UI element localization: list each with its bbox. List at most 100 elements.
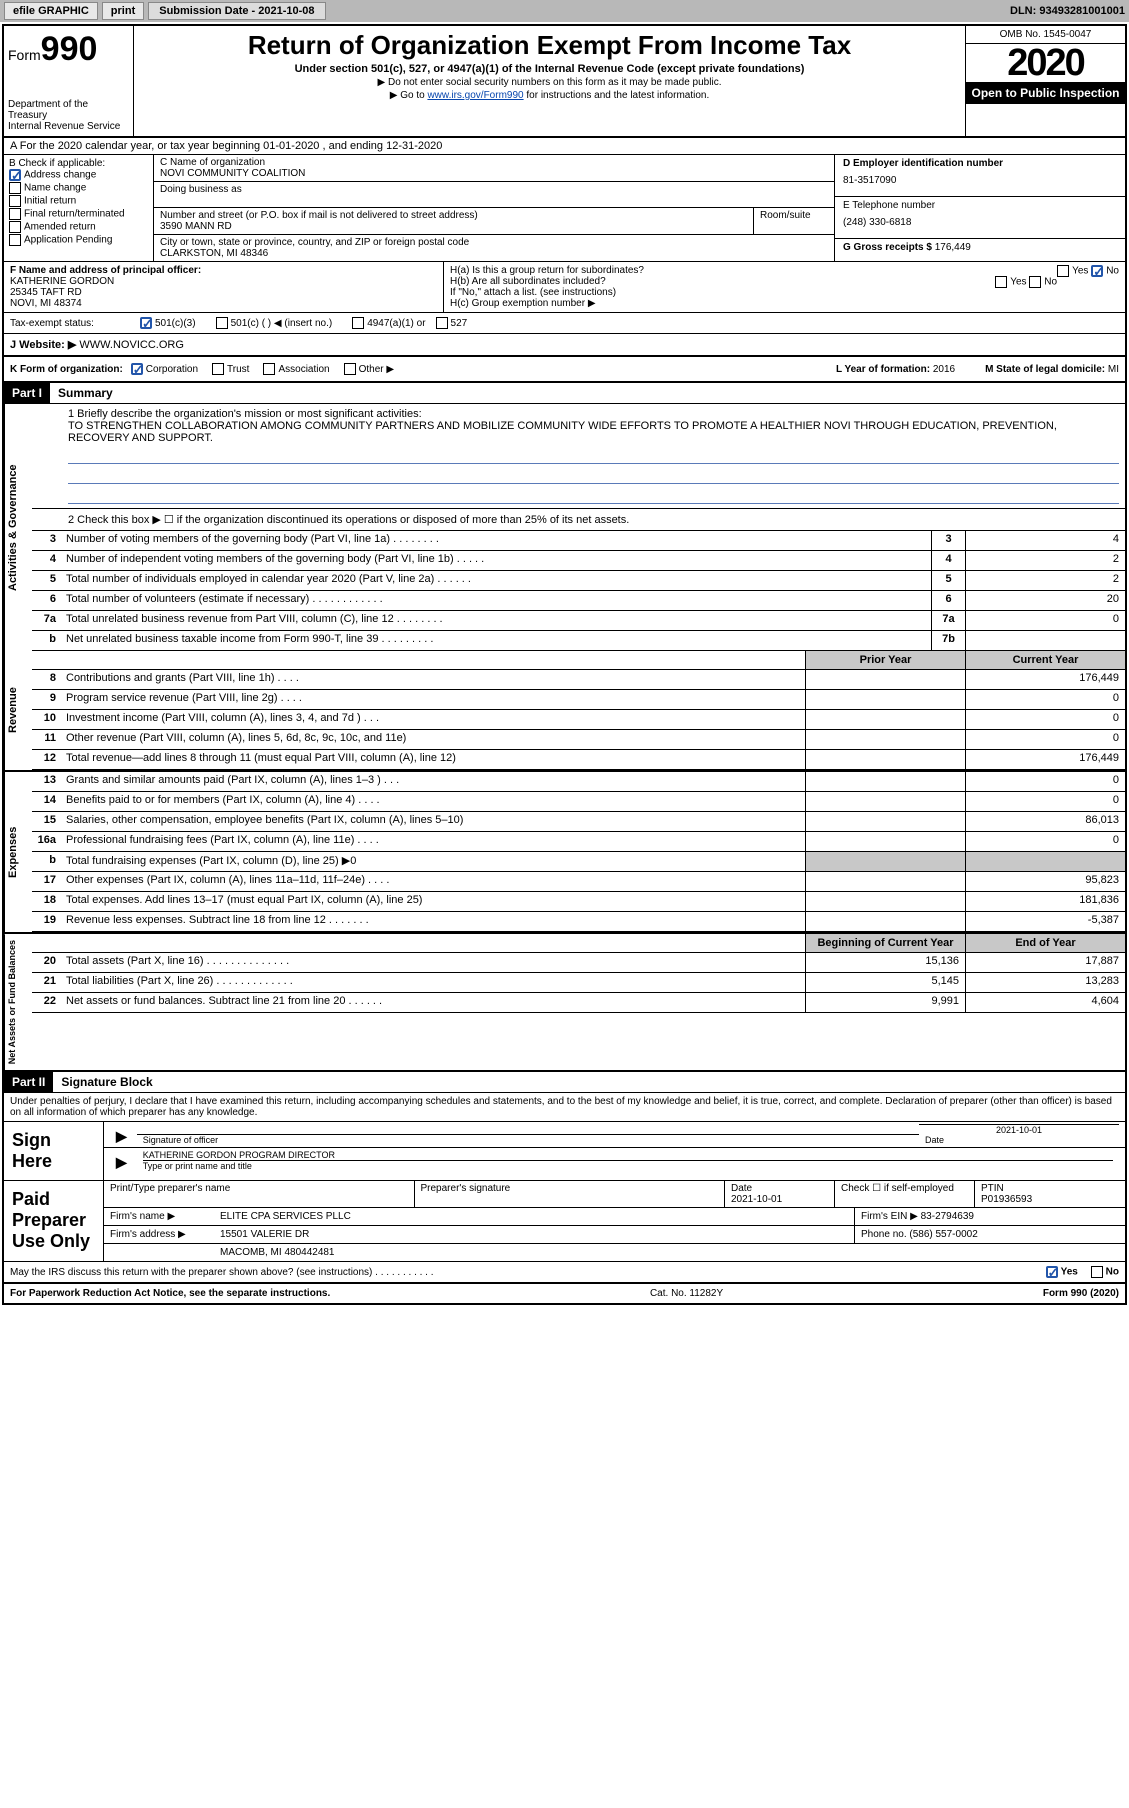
summary-gov: Activities & Governance 1 Briefly descri…	[4, 404, 1125, 651]
sig-officer-label: Signature of officer	[137, 1134, 919, 1145]
col-f-officer: F Name and address of principal officer:…	[4, 262, 444, 312]
submission-date: Submission Date - 2021-10-08	[148, 2, 325, 20]
chk-assoc[interactable]	[263, 363, 275, 375]
data-line: 17Other expenses (Part IX, column (A), l…	[32, 872, 1125, 892]
rev-col-hdr: Prior Year Current Year	[32, 651, 1125, 670]
city-value: CLARKSTON, MI 48346	[160, 248, 828, 259]
addr-value: 3590 MANN RD	[160, 221, 747, 232]
topbar: efile GRAPHIC print Submission Date - 20…	[0, 0, 1129, 22]
footer-left: For Paperwork Reduction Act Notice, see …	[10, 1288, 330, 1299]
row-a-period: A For the 2020 calendar year, or tax yea…	[4, 138, 1125, 155]
chk-final[interactable]: Final return/terminated	[9, 208, 148, 220]
footer: For Paperwork Reduction Act Notice, see …	[4, 1284, 1125, 1303]
firm-addr1: 15501 VALERIE DR	[220, 1229, 309, 1240]
data-line: bTotal fundraising expenses (Part IX, co…	[32, 852, 1125, 872]
prep-h1: Print/Type preparer's name	[104, 1181, 415, 1208]
city-label: City or town, state or province, country…	[160, 237, 828, 248]
data-line: 10Investment income (Part VIII, column (…	[32, 710, 1125, 730]
may-discuss: May the IRS discuss this return with the…	[4, 1262, 1125, 1284]
form-number: 990	[41, 30, 98, 68]
paid-prep-label: Paid Preparer Use Only	[4, 1181, 104, 1261]
part1-header: Part I Summary	[4, 383, 1125, 404]
print-button[interactable]: print	[102, 2, 144, 20]
sign-here-row: Sign Here ▶ Signature of officer 2021-10…	[4, 1122, 1125, 1181]
hb-no[interactable]	[1029, 276, 1041, 288]
chk-initial[interactable]: Initial return	[9, 195, 148, 207]
col-h: H(a) Is this a group return for subordin…	[444, 262, 1125, 312]
subtitle-1: Under section 501(c), 527, or 4947(a)(1)…	[142, 63, 957, 75]
chk-name-change[interactable]: Name change	[9, 182, 148, 194]
data-line: 13Grants and similar amounts paid (Part …	[32, 772, 1125, 792]
dba-label: Doing business as	[160, 184, 828, 195]
sig-date-label: Date	[925, 1135, 1113, 1145]
sig-name-label: Type or print name and title	[143, 1160, 1113, 1171]
chk-4947[interactable]	[352, 317, 364, 329]
may-no[interactable]	[1091, 1266, 1103, 1278]
chk-address-change[interactable]: Address change	[9, 169, 148, 181]
row-j-website: J Website: ▶ WWW.NOVICC.ORG	[4, 334, 1125, 357]
prep-h4: Check ☐ if self-employed	[835, 1181, 975, 1208]
hb-note: If "No," attach a list. (see instruction…	[450, 287, 1119, 298]
officer-label: F Name and address of principal officer:	[10, 265, 437, 276]
prep-ptin: P01936593	[981, 1194, 1032, 1205]
room-label: Room/suite	[754, 208, 834, 234]
ha-yes[interactable]	[1057, 265, 1069, 277]
chk-other[interactable]	[344, 363, 356, 375]
tel-value: (248) 330-6818	[843, 217, 1117, 228]
data-line: 15Salaries, other compensation, employee…	[32, 812, 1125, 832]
irs-link[interactable]: www.irs.gov/Form990	[427, 90, 523, 101]
chk-application[interactable]: Application Pending	[9, 234, 148, 246]
data-line: 20Total assets (Part X, line 16) . . . .…	[32, 953, 1125, 973]
data-line: 22Net assets or fund balances. Subtract …	[32, 993, 1125, 1013]
mission-block: 1 Briefly describe the organization's mi…	[32, 404, 1125, 509]
part1-badge: Part I	[4, 383, 50, 403]
dept-irs: Internal Revenue Service	[8, 121, 129, 132]
gov-line: 4Number of independent voting members of…	[32, 551, 1125, 571]
row-fh: F Name and address of principal officer:…	[4, 262, 1125, 313]
l-val: 2016	[933, 364, 955, 375]
hb-yes[interactable]	[995, 276, 1007, 288]
section-bcd: B Check if applicable: Address change Na…	[4, 155, 1125, 262]
arrow-icon: ▶	[110, 1154, 133, 1171]
prep-h2: Preparer's signature	[415, 1181, 726, 1208]
chk-trust[interactable]	[212, 363, 224, 375]
chk-amended[interactable]: Amended return	[9, 221, 148, 233]
part1-title: Summary	[50, 383, 121, 403]
side-exp: Expenses	[4, 772, 32, 932]
gov-line: bNet unrelated business taxable income f…	[32, 631, 1125, 651]
firm-addr2: MACOMB, MI 480442481	[214, 1244, 1125, 1261]
open-inspection: Open to Public Inspection	[966, 82, 1125, 104]
side-rev: Revenue	[4, 651, 32, 770]
may-yes[interactable]	[1046, 1266, 1058, 1278]
gross-receipts: G Gross receipts $ 176,449	[835, 239, 1125, 256]
tax-year: 2020	[966, 44, 1125, 82]
chk-501c[interactable]	[216, 317, 228, 329]
part2-badge: Part II	[4, 1072, 53, 1092]
efile-button[interactable]: efile GRAPHIC	[4, 2, 98, 20]
chk-501c3[interactable]	[140, 317, 152, 329]
may-text: May the IRS discuss this return with the…	[10, 1267, 434, 1278]
org-name-label: C Name of organization	[160, 157, 828, 168]
firm-phone: (586) 557-0002	[909, 1229, 977, 1240]
arrow-icon: ▶	[110, 1128, 133, 1145]
firm-name-label: Firm's name ▶	[104, 1208, 214, 1225]
subtitle-2: ▶ Do not enter social security numbers o…	[142, 77, 957, 88]
chk-527[interactable]	[436, 317, 448, 329]
form-header: Form990 Department of the Treasury Inter…	[4, 26, 1125, 138]
chk-corp[interactable]	[131, 363, 143, 375]
subtitle-3: ▶ Go to www.irs.gov/Form990 for instruct…	[142, 90, 957, 101]
sig-name: KATHERINE GORDON PROGRAM DIRECTOR	[143, 1150, 1113, 1160]
m-val: MI	[1108, 364, 1119, 375]
prep-h3: Date	[731, 1183, 752, 1194]
q2: 2 Check this box ▶ ☐ if the organization…	[32, 509, 1125, 531]
firm-addr-label: Firm's address ▶	[104, 1226, 214, 1243]
ha-no[interactable]	[1091, 265, 1103, 277]
summary-net: Net Assets or Fund Balances Beginning of…	[4, 934, 1125, 1070]
form-title: Return of Organization Exempt From Incom…	[142, 30, 957, 61]
col-b-checkboxes: B Check if applicable: Address change Na…	[4, 155, 154, 261]
q1-text: TO STRENGTHEN COLLABORATION AMONG COMMUN…	[68, 420, 1119, 444]
side-net: Net Assets or Fund Balances	[4, 934, 32, 1070]
tel-label: E Telephone number	[843, 200, 1117, 211]
tax-label: Tax-exempt status:	[10, 318, 140, 329]
header-left: Form990 Department of the Treasury Inter…	[4, 26, 134, 136]
